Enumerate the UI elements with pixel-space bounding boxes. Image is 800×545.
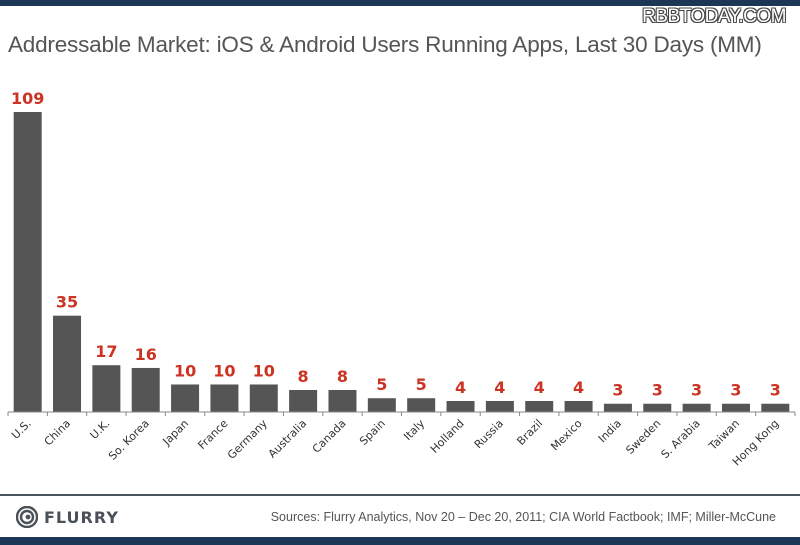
bar-12: [485, 400, 514, 412]
bar-14: [564, 400, 593, 412]
data-label-14: 4: [573, 378, 584, 397]
x-tick-label-10: Italy: [401, 417, 427, 443]
bar-0: [13, 112, 42, 412]
data-label-15: 3: [612, 381, 623, 400]
bar-19: [761, 403, 790, 412]
data-label-17: 3: [691, 381, 702, 400]
bar-6: [249, 384, 278, 412]
data-label-9: 5: [376, 375, 387, 394]
bar-8: [328, 389, 357, 412]
x-tick-label-1: China: [42, 417, 73, 448]
x-tick-label-8: Canada: [310, 417, 349, 456]
data-label-0: 109: [11, 89, 44, 108]
data-label-16: 3: [652, 381, 663, 400]
bar-1: [53, 315, 82, 412]
data-label-18: 3: [730, 381, 741, 400]
bar-4: [171, 384, 200, 412]
bar-2: [92, 365, 121, 412]
bar-7: [289, 389, 318, 412]
bar-5: [210, 384, 239, 412]
x-tick-label-3: So. Korea: [106, 417, 152, 463]
x-tick-label-18: Taiwan: [706, 417, 742, 453]
x-tick-label-2: U.K.: [88, 417, 113, 442]
bar-10: [407, 398, 436, 412]
x-tick-label-15: India: [596, 417, 624, 445]
bar-15: [603, 403, 632, 412]
data-label-11: 4: [455, 378, 466, 397]
bottom-frame-bar: [0, 537, 800, 545]
flurry-logo-text: FLURRY: [44, 507, 119, 527]
x-tick-label-5: France: [195, 417, 230, 452]
x-tick-label-6: Germany: [225, 417, 270, 462]
x-tick-label-14: Mexico: [548, 417, 585, 454]
x-tick-label-17: S. Arabia: [659, 417, 703, 461]
data-label-3: 16: [135, 345, 157, 364]
flurry-logo: FLURRY: [16, 506, 119, 528]
x-tick-label-13: Brazil: [514, 417, 545, 448]
footer-divider: [0, 494, 800, 496]
bar-3: [131, 367, 160, 412]
x-tick-label-4: Japan: [160, 417, 192, 449]
x-tick-label-0: U.S.: [9, 417, 34, 442]
bar-11: [446, 400, 475, 412]
data-label-4: 10: [174, 361, 196, 380]
data-label-6: 10: [253, 361, 275, 380]
x-tick-label-11: Holland: [428, 417, 467, 456]
data-label-1: 35: [56, 293, 78, 312]
data-label-5: 10: [213, 361, 235, 380]
data-label-10: 5: [416, 375, 427, 394]
data-label-8: 8: [337, 367, 348, 386]
sources-note: Sources: Flurry Analytics, Nov 20 – Dec …: [270, 510, 776, 524]
flurry-logo-icon: [16, 506, 38, 528]
x-tick-label-7: Australia: [266, 417, 310, 461]
data-label-13: 4: [534, 378, 545, 397]
bar-16: [643, 403, 672, 412]
watermark: RBBTODAY.COM: [642, 6, 786, 27]
bar-9: [367, 398, 396, 412]
data-label-19: 3: [770, 381, 781, 400]
x-tick-label-12: Russia: [472, 417, 506, 451]
data-label-2: 17: [95, 342, 117, 361]
x-tick-label-16: Sweden: [623, 417, 663, 457]
bar-13: [525, 400, 554, 412]
x-tick-label-9: Spain: [357, 417, 388, 448]
chart-title: Addressable Market: iOS & Android Users …: [8, 32, 762, 57]
data-label-7: 8: [298, 367, 309, 386]
bar-18: [721, 403, 750, 412]
top-frame-bar: [0, 0, 800, 6]
data-label-12: 4: [494, 378, 505, 397]
bar-17: [682, 403, 711, 412]
